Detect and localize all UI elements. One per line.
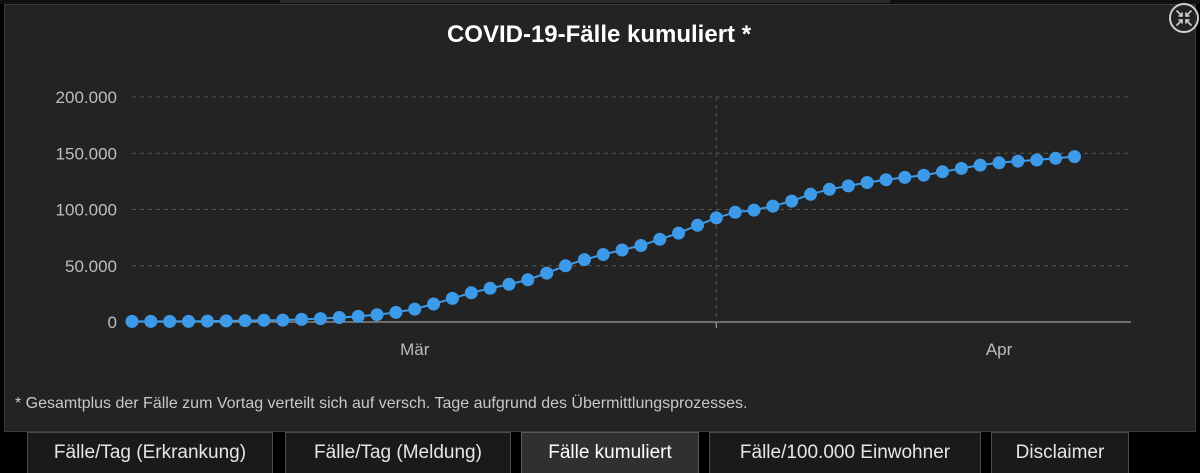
data-point <box>370 308 384 322</box>
chart-panel: COVID-19-Fälle kumuliert * 0 50.000 100.00… <box>4 3 1199 432</box>
data-point <box>182 314 195 328</box>
data-point <box>973 158 987 172</box>
data-point <box>464 286 478 300</box>
data-point <box>615 243 629 257</box>
y-tick-label: 200.000 <box>56 88 117 107</box>
data-point <box>502 277 516 291</box>
data-point <box>822 182 836 196</box>
data-point <box>314 312 327 326</box>
data-point <box>860 176 874 189</box>
x-tick-label: Mär <box>400 340 430 359</box>
cumulative-cases-chart: 0 50.000 100.000 150.000 200.000 Mär Apr <box>56 88 1131 359</box>
data-point <box>747 203 761 217</box>
tab-faelle-100000-einwohner[interactable]: Fälle/100.000 Einwohner <box>709 432 981 473</box>
tab-faelle-tag-meldung[interactable]: Fälle/Tag (Meldung) <box>285 432 511 473</box>
chart-title: COVID-19-Fälle kumuliert * <box>446 21 752 48</box>
data-point <box>992 156 1006 170</box>
tab-disclaimer[interactable]: Disclaimer <box>991 432 1129 473</box>
data-point <box>238 314 252 328</box>
data-point <box>408 302 422 316</box>
top-strip-segment <box>280 0 450 3</box>
data-point <box>728 205 742 219</box>
data-point <box>332 311 346 324</box>
data-point <box>954 161 968 175</box>
data-point <box>709 211 723 225</box>
data-point <box>200 314 214 328</box>
data-point <box>351 309 365 323</box>
series-line <box>132 155 1075 323</box>
data-point <box>596 248 610 261</box>
y-tick-label: 150.000 <box>56 144 117 163</box>
data-point <box>445 291 459 305</box>
x-tick-label: Apr <box>986 340 1013 359</box>
collapse-arrows-icon <box>1176 10 1192 26</box>
data-point <box>841 179 855 193</box>
footnote: * Gesamtplus der Fälle zum Vortag vertei… <box>15 395 748 412</box>
data-point <box>879 173 893 187</box>
data-point <box>672 226 686 240</box>
y-tick-label: 50.000 <box>65 257 117 276</box>
data-point <box>804 187 818 201</box>
y-tick-label: 100.000 <box>56 201 117 220</box>
data-point <box>521 273 535 287</box>
data-point <box>276 313 290 327</box>
data-point <box>766 199 780 213</box>
data-point <box>483 281 497 295</box>
collapse-button[interactable] <box>1169 3 1199 33</box>
data-point <box>540 266 554 280</box>
data-point <box>125 314 139 328</box>
data-point <box>785 194 799 208</box>
data-point <box>917 168 931 182</box>
top-strip <box>0 0 1200 4</box>
data-point <box>219 314 233 328</box>
data-point <box>1030 153 1044 167</box>
data-point <box>1049 151 1063 165</box>
data-point <box>427 297 441 311</box>
tab-faelle-kumuliert[interactable]: Fälle kumuliert <box>521 432 699 473</box>
data-point <box>257 313 271 327</box>
data-point <box>653 232 667 246</box>
data-point <box>898 170 912 184</box>
data-point <box>634 239 648 252</box>
y-tick-label: 0 <box>108 313 117 332</box>
data-point <box>295 312 309 326</box>
data-point <box>936 165 949 179</box>
data-point <box>389 305 403 319</box>
data-point <box>163 314 177 328</box>
data-point <box>1011 154 1025 168</box>
data-point <box>577 253 591 267</box>
data-point <box>144 314 158 328</box>
top-strip-segment <box>450 0 890 3</box>
data-point <box>1068 150 1081 164</box>
data-point <box>559 259 572 273</box>
data-point <box>691 218 704 232</box>
tab-faelle-tag-erkrankung[interactable]: Fälle/Tag (Erkrankung) <box>27 432 273 473</box>
tab-bar: Fälle/Tag (Erkrankung) Fälle/Tag (Meldun… <box>0 432 1200 473</box>
